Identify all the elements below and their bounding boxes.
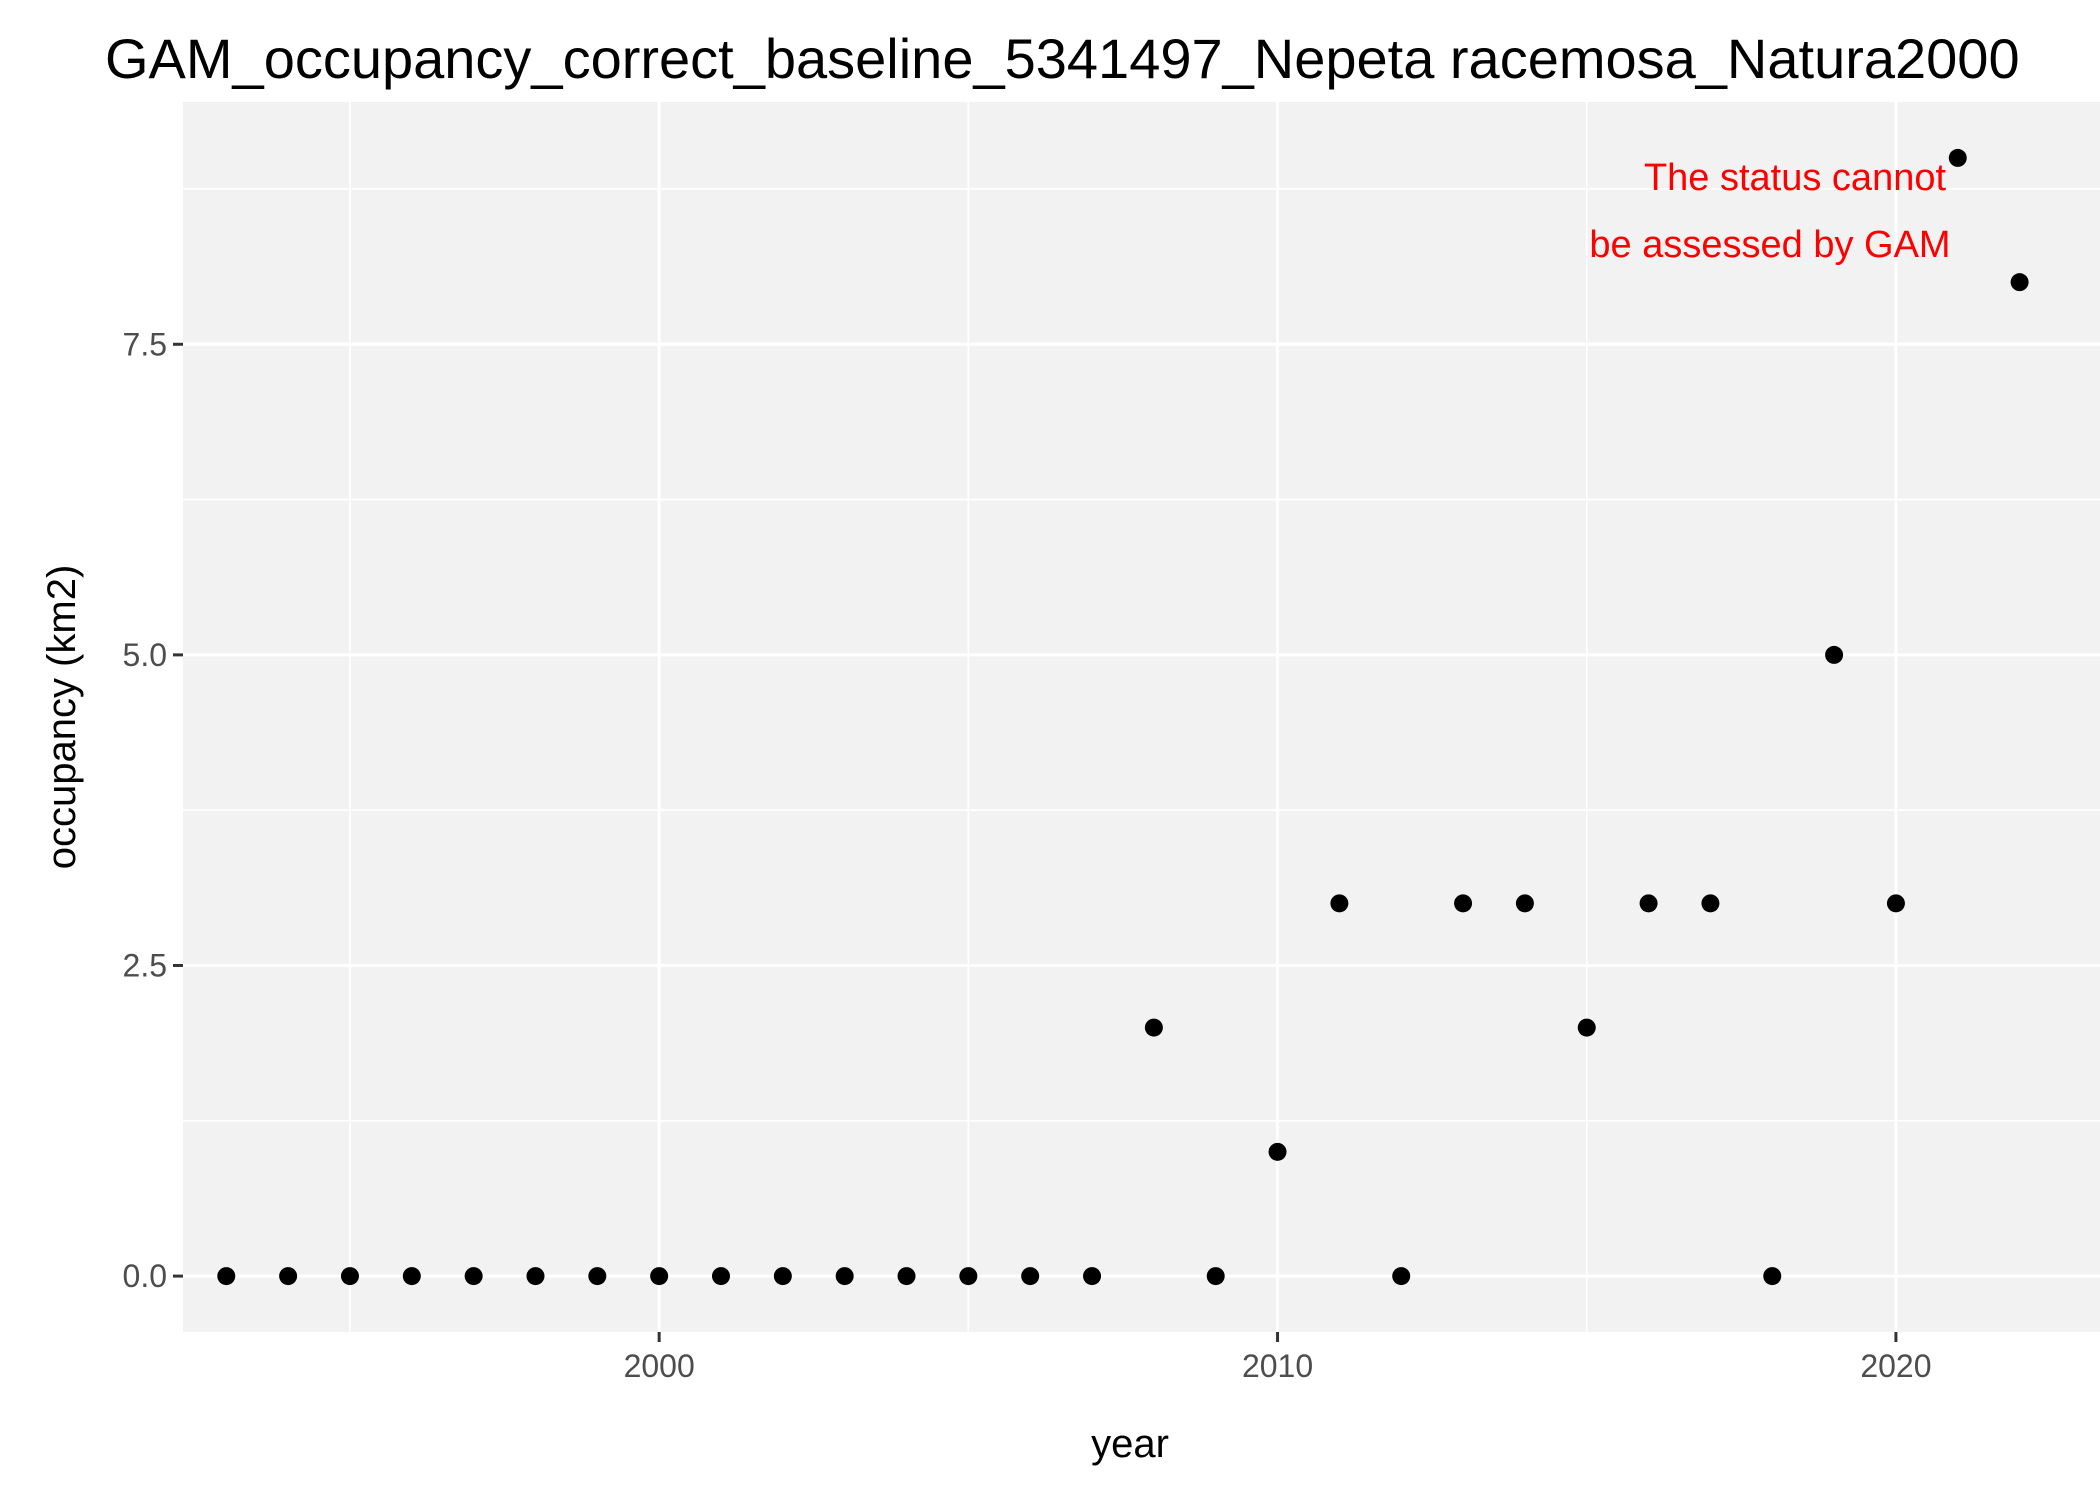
data-point <box>650 1267 669 1286</box>
data-point <box>959 1267 978 1286</box>
data-point <box>835 1267 854 1286</box>
data-point <box>526 1267 545 1286</box>
y-tick-label: 0.0 <box>123 1258 167 1294</box>
y-tick-label: 5.0 <box>123 637 167 673</box>
data-point <box>2010 273 2029 292</box>
data-point <box>588 1267 607 1286</box>
data-point <box>1144 1018 1163 1037</box>
data-point <box>773 1267 792 1286</box>
data-point <box>711 1267 730 1286</box>
data-points <box>217 148 2029 1286</box>
data-point <box>897 1267 916 1286</box>
data-point <box>1948 148 1967 167</box>
chart-title: GAM_occupancy_correct_baseline_5341497_N… <box>105 27 2020 90</box>
y-tick-label: 2.5 <box>123 947 167 983</box>
x-axis: 2000 2010 2020 <box>624 1332 1932 1384</box>
data-point <box>1454 894 1473 913</box>
data-point <box>1701 894 1720 913</box>
x-tick-label: 2000 <box>624 1348 695 1384</box>
status-annotation: The status cannot be assessed by GAM <box>1589 157 1950 266</box>
data-point <box>402 1267 421 1286</box>
major-grid-lines <box>183 102 2100 1332</box>
data-point <box>1763 1267 1782 1286</box>
y-tick-label: 7.5 <box>123 326 167 362</box>
data-point <box>1825 645 1844 664</box>
data-point <box>1886 894 1905 913</box>
data-point <box>464 1267 483 1286</box>
data-point <box>1083 1267 1102 1286</box>
annotation-line-1: The status cannot <box>1644 157 1947 199</box>
data-point <box>1515 894 1534 913</box>
y-axis-title: occupancy (km2) <box>40 565 84 870</box>
data-point <box>1021 1267 1040 1286</box>
x-axis-title: year <box>1091 1422 1169 1466</box>
minor-grid-lines <box>183 102 2100 1332</box>
data-point <box>1206 1267 1225 1286</box>
data-point <box>1268 1142 1287 1161</box>
data-point <box>1639 894 1658 913</box>
x-tick-label: 2020 <box>1860 1348 1931 1384</box>
plot-panel <box>183 102 2100 1332</box>
data-point <box>279 1267 298 1286</box>
data-point <box>217 1267 236 1286</box>
data-point <box>1392 1267 1411 1286</box>
data-point <box>1330 894 1349 913</box>
data-point <box>340 1267 359 1286</box>
data-point <box>1577 1018 1596 1037</box>
x-tick-label: 2010 <box>1242 1348 1313 1384</box>
annotation-line-2: be assessed by GAM <box>1589 224 1950 266</box>
y-axis: 0.0 2.5 5.0 7.5 <box>123 326 183 1294</box>
